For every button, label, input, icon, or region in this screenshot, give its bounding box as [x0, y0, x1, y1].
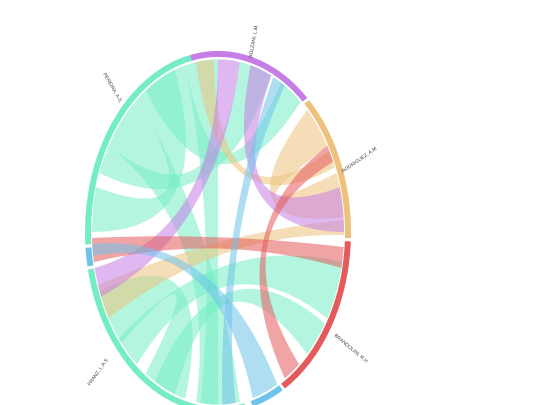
node-label: PEREIRA, A.S.: [101, 72, 123, 104]
node-arc: [281, 241, 351, 389]
ribbon: [222, 76, 285, 405]
node-arc: [250, 385, 283, 405]
node-arc: [85, 55, 192, 245]
node-arc: [190, 51, 308, 102]
ribbon: [196, 59, 335, 186]
ribbon: [243, 65, 345, 233]
node-arc: [304, 99, 351, 239]
ribbon: [94, 59, 240, 297]
node-label: FRANZ, L.A.S: [87, 357, 110, 387]
arcs: [85, 51, 351, 405]
ribbon: [118, 255, 343, 365]
node-label: BOLZANI, L.M: [248, 25, 260, 58]
ribbon: [92, 243, 278, 398]
node-label: BRANDOLINI, R.H: [333, 333, 369, 365]
ribbons: [91, 59, 345, 405]
ribbon: [259, 145, 334, 379]
node-label: RODRIGUEZ, A.M: [341, 146, 378, 175]
ribbon: [91, 236, 344, 268]
node-arc: [85, 247, 94, 267]
ribbon: [270, 109, 344, 219]
node-arc: [87, 268, 245, 405]
ribbon: [154, 288, 325, 395]
